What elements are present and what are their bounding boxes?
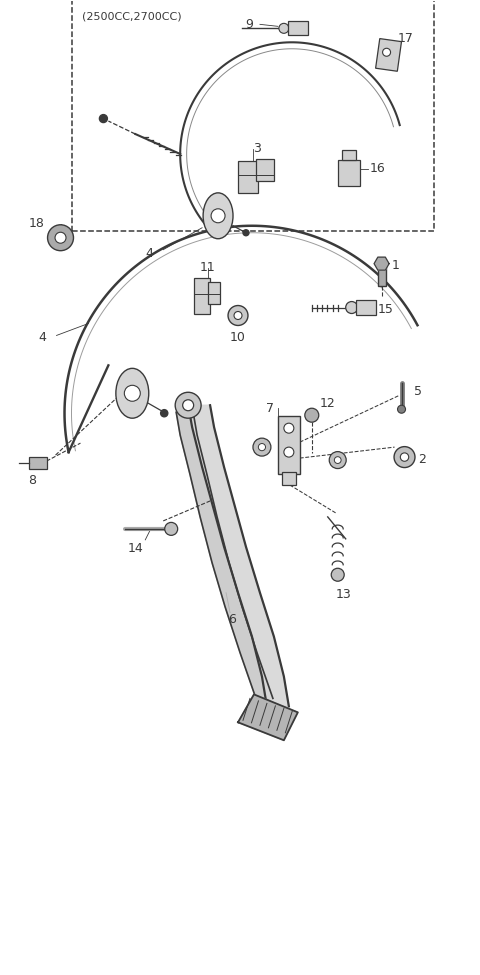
Text: 6: 6 xyxy=(228,613,236,626)
Circle shape xyxy=(243,230,249,236)
Text: 12: 12 xyxy=(320,397,336,410)
Text: 18: 18 xyxy=(29,217,45,230)
Circle shape xyxy=(284,448,294,457)
Circle shape xyxy=(228,305,248,326)
Text: 17: 17 xyxy=(397,32,413,45)
Polygon shape xyxy=(238,694,298,740)
Bar xyxy=(376,39,401,71)
Circle shape xyxy=(331,568,344,581)
Text: 15: 15 xyxy=(378,303,394,316)
Polygon shape xyxy=(188,406,289,706)
Circle shape xyxy=(161,410,168,416)
Circle shape xyxy=(253,438,271,456)
Bar xyxy=(238,161,258,193)
Text: 2: 2 xyxy=(419,452,426,466)
Text: 3: 3 xyxy=(253,142,261,155)
Bar xyxy=(208,282,220,303)
Bar xyxy=(356,299,376,316)
Bar xyxy=(29,457,47,469)
Text: 14: 14 xyxy=(127,542,143,556)
Circle shape xyxy=(400,453,408,461)
Text: 7: 7 xyxy=(266,402,274,414)
Bar xyxy=(278,416,300,474)
Bar xyxy=(378,263,385,286)
Circle shape xyxy=(48,225,73,251)
Circle shape xyxy=(258,444,265,450)
Bar xyxy=(288,21,308,35)
Circle shape xyxy=(124,385,140,402)
Ellipse shape xyxy=(203,193,233,239)
Circle shape xyxy=(346,301,358,314)
Text: 8: 8 xyxy=(29,474,36,487)
Text: 16: 16 xyxy=(370,163,385,176)
Circle shape xyxy=(305,409,319,422)
Text: 10: 10 xyxy=(230,331,246,344)
Circle shape xyxy=(211,209,225,222)
Bar xyxy=(338,160,360,186)
Circle shape xyxy=(99,115,108,123)
Circle shape xyxy=(394,447,415,468)
Text: 5: 5 xyxy=(415,385,422,398)
Circle shape xyxy=(175,392,201,418)
Text: (2500CC,2700CC): (2500CC,2700CC) xyxy=(83,12,182,21)
Circle shape xyxy=(329,451,346,469)
Circle shape xyxy=(279,23,289,33)
Circle shape xyxy=(165,523,178,535)
Text: 1: 1 xyxy=(392,259,399,272)
Text: 13: 13 xyxy=(336,588,351,602)
Circle shape xyxy=(234,311,242,320)
Bar xyxy=(342,150,356,160)
Circle shape xyxy=(383,49,391,57)
Circle shape xyxy=(397,406,406,413)
Text: 11: 11 xyxy=(200,261,216,274)
Circle shape xyxy=(183,400,193,410)
Circle shape xyxy=(284,423,294,433)
Polygon shape xyxy=(176,412,273,698)
Ellipse shape xyxy=(116,369,149,418)
Text: 9: 9 xyxy=(245,18,253,31)
Circle shape xyxy=(55,232,66,243)
Bar xyxy=(194,278,210,314)
Text: 4: 4 xyxy=(145,248,153,260)
Text: 4: 4 xyxy=(38,331,47,344)
Circle shape xyxy=(335,456,341,463)
Polygon shape xyxy=(374,257,389,270)
Bar xyxy=(282,472,296,485)
Bar xyxy=(256,159,274,181)
